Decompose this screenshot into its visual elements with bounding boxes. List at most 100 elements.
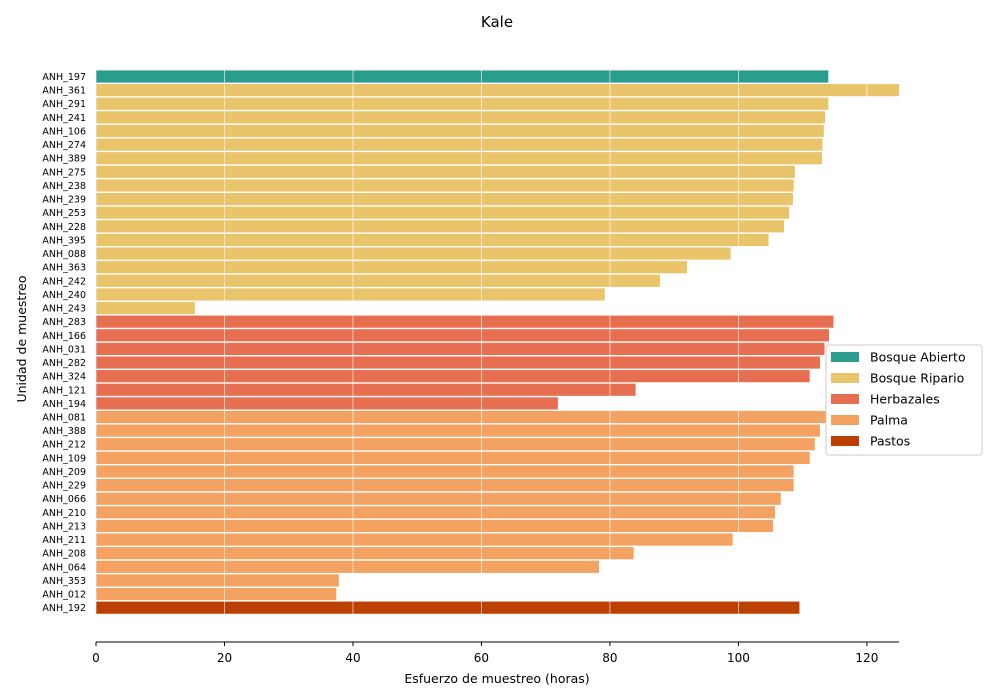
category-label: ANH_243 bbox=[42, 304, 86, 315]
legend-box bbox=[825, 344, 983, 456]
category-label: ANH_209 bbox=[42, 467, 86, 478]
category-label: ANH_282 bbox=[42, 358, 86, 369]
bar-anh-012 bbox=[96, 587, 337, 601]
bar-anh-242 bbox=[96, 274, 661, 287]
bar-anh-121 bbox=[96, 383, 636, 396]
category-label: ANH_197 bbox=[42, 72, 86, 83]
category-label: ANH_353 bbox=[42, 576, 86, 587]
category-label: ANH_363 bbox=[42, 263, 86, 274]
legend-label: Pastos bbox=[870, 434, 910, 449]
legend-swatch bbox=[831, 415, 859, 425]
category-label: ANH_031 bbox=[42, 344, 86, 355]
category-label: ANH_109 bbox=[42, 453, 86, 464]
category-label: ANH_228 bbox=[42, 222, 86, 233]
bar-anh-109 bbox=[96, 451, 810, 464]
bar-anh-194 bbox=[96, 397, 558, 410]
bar-anh-243 bbox=[96, 301, 195, 315]
category-label: ANH_389 bbox=[42, 154, 86, 165]
bar-anh-166 bbox=[96, 329, 829, 342]
x-tick-label: 20 bbox=[217, 651, 232, 665]
category-label: ANH_241 bbox=[42, 113, 86, 124]
legend-label: Herbazales bbox=[870, 392, 940, 407]
category-label: ANH_388 bbox=[42, 426, 86, 437]
category-label: ANH_361 bbox=[42, 86, 86, 97]
bar-anh-389 bbox=[96, 152, 822, 165]
x-tick-label: 100 bbox=[727, 651, 750, 665]
category-label: ANH_064 bbox=[42, 562, 86, 573]
bar-anh-210 bbox=[96, 506, 776, 519]
category-label: ANH_324 bbox=[42, 372, 86, 383]
category-labels: ANH_197 ANH_361 ANH_291 ANH_241 ANH_106 ANH_2… bbox=[42, 72, 86, 614]
bar-anh-229 bbox=[96, 479, 794, 492]
category-label: ANH_240 bbox=[42, 290, 86, 301]
category-label: ANH_239 bbox=[42, 195, 86, 206]
category-label: ANH_121 bbox=[42, 385, 86, 396]
bar-anh-361 bbox=[96, 84, 899, 97]
bar-anh-081 bbox=[96, 410, 827, 424]
chart-title: Kale bbox=[481, 13, 513, 31]
bar-anh-241 bbox=[96, 111, 826, 124]
bar-anh-275 bbox=[96, 165, 795, 178]
bar-anh-282 bbox=[96, 356, 820, 369]
bar-anh-064 bbox=[96, 560, 599, 573]
bar-anh-239 bbox=[96, 192, 794, 206]
category-label: ANH_212 bbox=[42, 440, 86, 451]
bar-anh-197 bbox=[96, 70, 829, 83]
category-label: ANH_192 bbox=[42, 603, 86, 614]
category-label: ANH_210 bbox=[42, 508, 86, 519]
bar-anh-088 bbox=[96, 247, 731, 260]
category-label: ANH_208 bbox=[42, 549, 86, 560]
legend-label: Bosque Ripario bbox=[870, 371, 964, 386]
category-label: ANH_238 bbox=[42, 181, 86, 192]
bar-anh-291 bbox=[96, 97, 829, 110]
bar-anh-283 bbox=[96, 315, 834, 328]
x-axis: 0 20 40 60 80 100 120 bbox=[92, 642, 878, 665]
category-label: ANH_106 bbox=[42, 126, 86, 137]
legend-swatch bbox=[831, 352, 859, 362]
legend-swatch bbox=[831, 373, 859, 383]
x-tick-label: 80 bbox=[602, 651, 617, 665]
x-tick-label: 0 bbox=[92, 651, 100, 665]
category-label: ANH_194 bbox=[42, 399, 86, 410]
x-axis-title: Esfuerzo de muestreo (horas) bbox=[404, 671, 589, 686]
legend: Bosque Abierto Bosque Ripario Herbazales Pa… bbox=[825, 344, 983, 456]
bar-anh-363 bbox=[96, 261, 688, 274]
bars-layer bbox=[96, 70, 899, 614]
bar-anh-238 bbox=[96, 179, 794, 192]
legend-swatch bbox=[831, 436, 859, 446]
bar-anh-209 bbox=[96, 465, 794, 478]
category-label: ANH_253 bbox=[42, 208, 86, 219]
category-label: ANH_066 bbox=[42, 494, 86, 505]
category-label: ANH_166 bbox=[42, 331, 86, 342]
x-tick-label: 60 bbox=[474, 651, 489, 665]
category-label: ANH_291 bbox=[42, 99, 86, 110]
category-label: ANH_242 bbox=[42, 276, 86, 287]
bar-anh-228 bbox=[96, 220, 785, 233]
bar-anh-353 bbox=[96, 574, 339, 587]
bar-anh-066 bbox=[96, 492, 781, 505]
x-tick-label: 120 bbox=[855, 651, 878, 665]
bar-anh-106 bbox=[96, 124, 824, 138]
category-label: ANH_395 bbox=[42, 235, 86, 246]
grid-layer bbox=[95, 57, 868, 642]
bar-anh-395 bbox=[96, 233, 769, 247]
bar-anh-192 bbox=[96, 601, 800, 614]
bar-anh-031 bbox=[96, 342, 825, 355]
category-label: ANH_088 bbox=[42, 249, 86, 260]
bar-anh-211 bbox=[96, 533, 733, 546]
bar-anh-212 bbox=[96, 438, 815, 451]
bar-anh-213 bbox=[96, 519, 774, 533]
category-label: ANH_274 bbox=[42, 140, 86, 151]
category-label: ANH_081 bbox=[42, 413, 86, 424]
legend-label: Palma bbox=[870, 413, 908, 428]
category-label: ANH_211 bbox=[42, 535, 86, 546]
bar-anh-388 bbox=[96, 424, 820, 437]
bar-anh-240 bbox=[96, 288, 605, 301]
x-tick-label: 40 bbox=[345, 651, 360, 665]
y-axis-title: Unidad de muestreo bbox=[14, 275, 29, 402]
category-label: ANH_283 bbox=[42, 317, 86, 328]
bar-anh-324 bbox=[96, 370, 810, 383]
category-label: ANH_012 bbox=[42, 590, 86, 601]
bar-anh-253 bbox=[96, 206, 790, 219]
